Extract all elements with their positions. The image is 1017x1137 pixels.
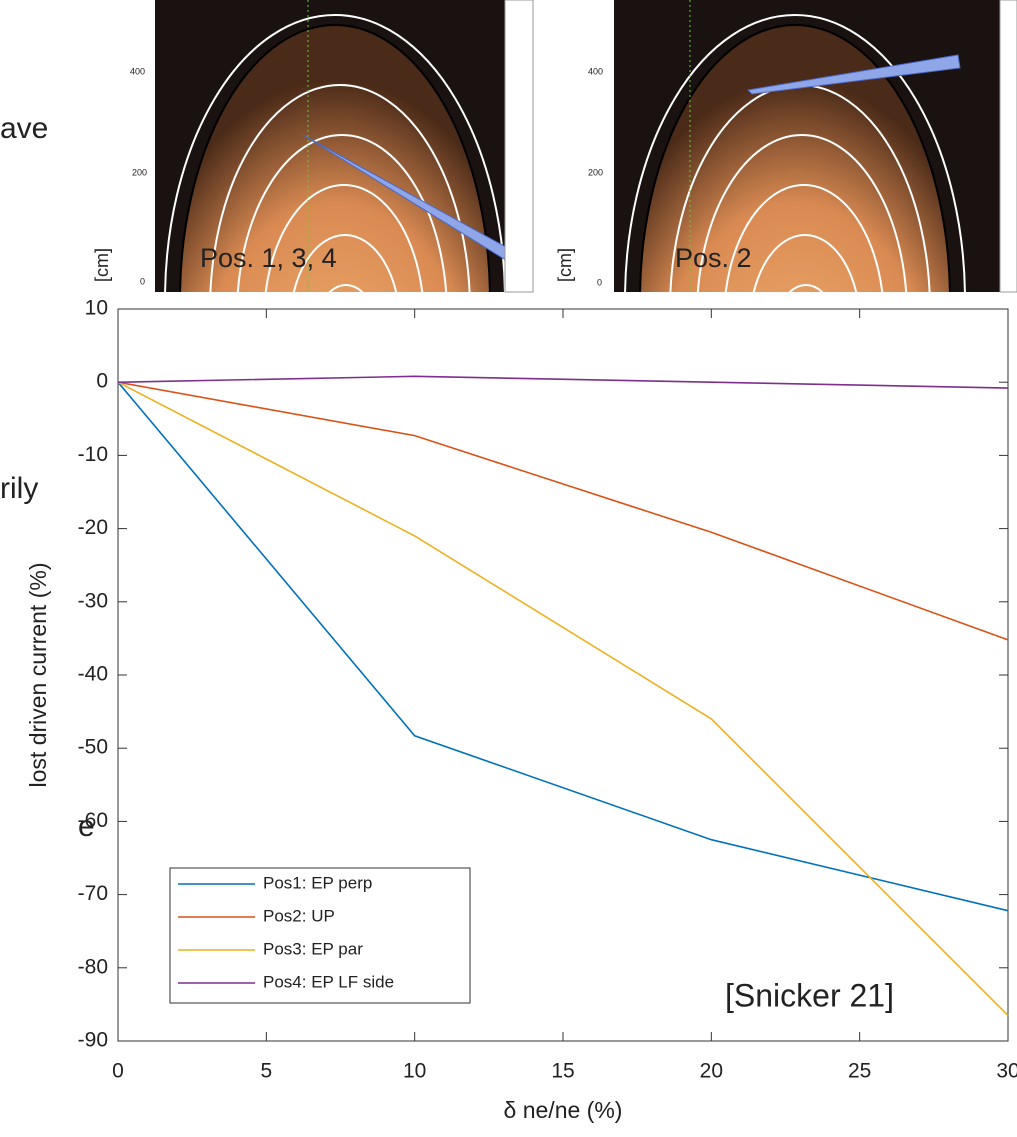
y-tick-label: -40 [78,663,108,686]
inset-label: Pos. 2 [675,243,752,273]
series-line [117,381,1009,641]
inset-tick-label: 400 [130,66,145,76]
inset-unit: [cm] [555,248,575,282]
legend-box [169,867,471,1004]
legend-label: Pos3: EP par [263,939,363,958]
y-tick-label: 10 [85,297,108,320]
series-line [117,381,1009,1016]
x-tick-label: 20 [700,1060,723,1083]
y-tick-label: -90 [78,1029,108,1052]
inset-tick-label: 200 [588,167,603,177]
inset-tick-label: 0 [597,277,602,287]
annotation: [Snicker 21] [725,977,894,1013]
y-tick-label: -70 [78,882,108,905]
slide-text: ave [0,112,48,145]
x-axis-label: δ ne/ne (%) [504,1097,623,1123]
y-tick-label: -30 [78,589,108,612]
y-tick-label: 0 [96,370,108,393]
y-tick-label: -60 [78,809,108,832]
legend-label: Pos4: EP LF side [263,972,394,991]
y-axis-label: lost driven current (%) [25,563,51,788]
legend-label: Pos2: UP [263,906,335,925]
inset-label: Pos. 1, 3, 4 [200,243,337,273]
legend-label: Pos1: EP perp [263,873,372,892]
x-tick-label: 5 [260,1060,272,1083]
y-tick-label: -80 [78,955,108,978]
x-tick-label: 25 [848,1060,871,1083]
y-tick-label: -20 [78,516,108,539]
inset-1 [155,0,505,292]
series-line [117,381,1009,912]
series-line [117,375,1009,389]
slide-text: e [78,810,95,843]
x-tick-label: 10 [403,1060,426,1083]
x-tick-label: 30 [996,1060,1017,1083]
y-tick-label: -10 [78,443,108,466]
inset-2 [614,0,1000,292]
inset-tick-label: 200 [132,167,147,177]
slide-text: rily [0,472,38,505]
y-tick-label: -50 [78,736,108,759]
inset-tick-label: 400 [588,66,603,76]
x-tick-label: 15 [551,1060,574,1083]
inset-unit: [cm] [92,248,112,282]
x-tick-label: 0 [112,1060,124,1083]
inset-tick-label: 0 [140,276,145,286]
